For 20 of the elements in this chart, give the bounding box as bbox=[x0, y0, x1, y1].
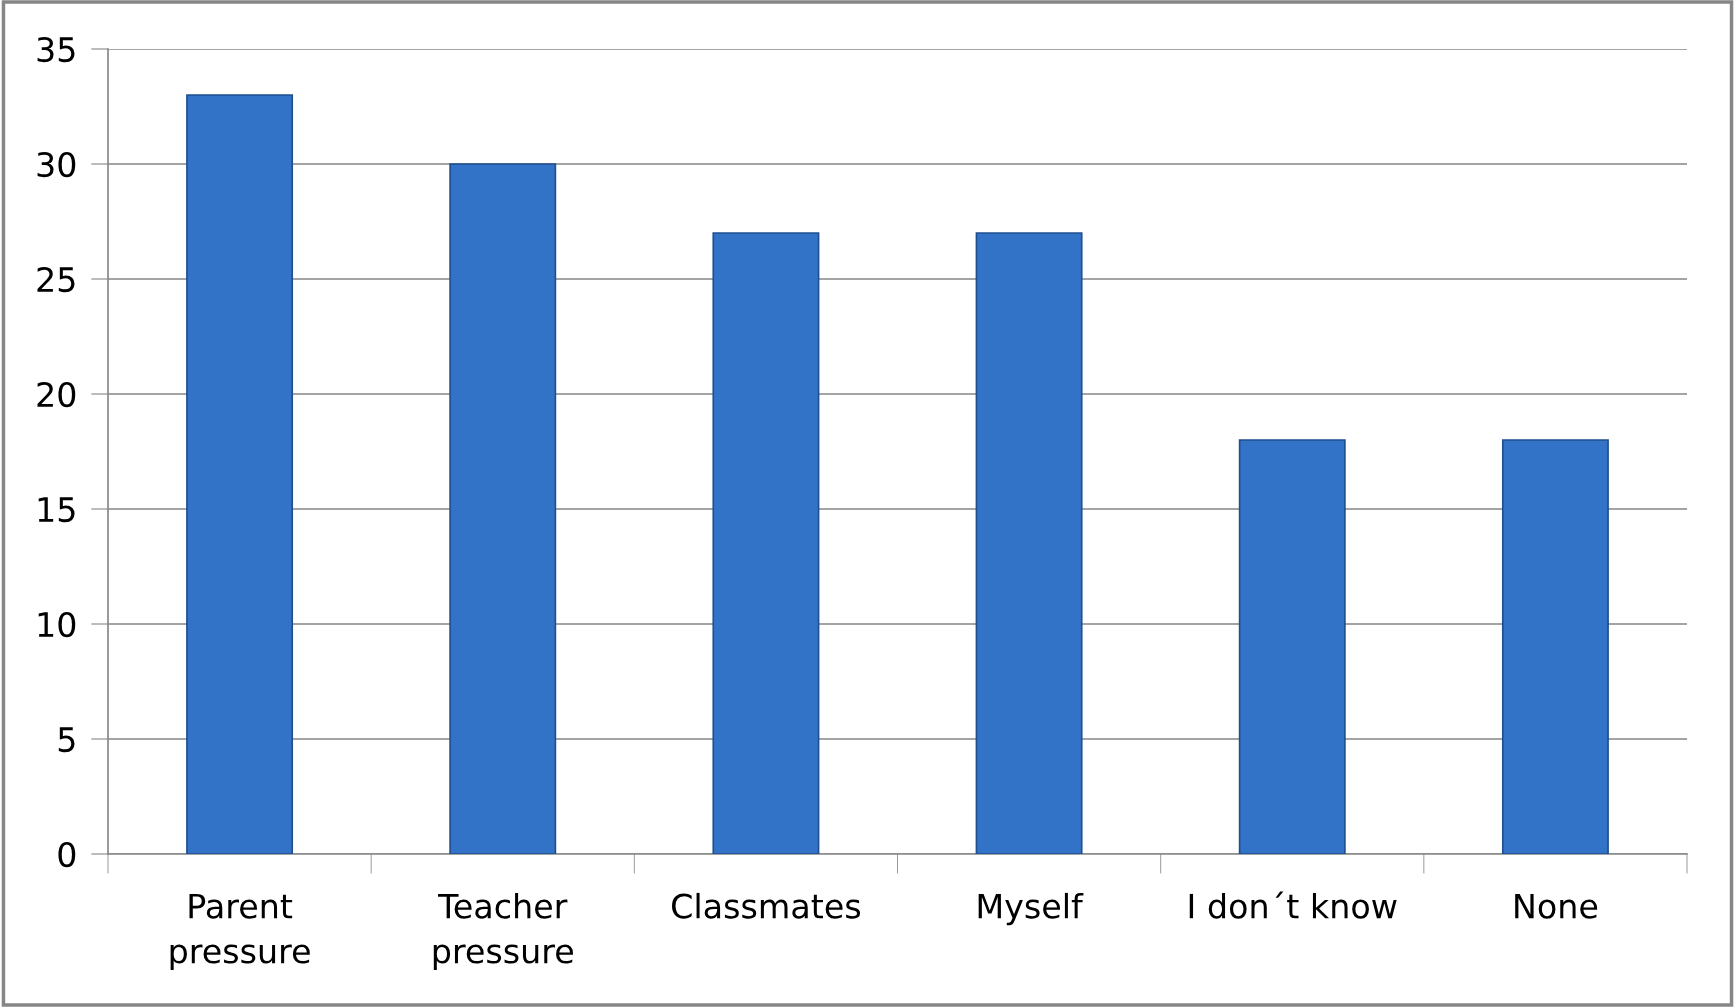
y-tick-label: 30 bbox=[37, 151, 76, 178]
bar bbox=[449, 163, 557, 854]
y-tick-label: 0 bbox=[58, 841, 76, 868]
bar bbox=[975, 232, 1083, 854]
x-tick-label: Parent pressure bbox=[170, 893, 310, 971]
y-tick-label: 25 bbox=[37, 266, 75, 293]
y-tick-label: 35 bbox=[37, 36, 75, 63]
y-tick-label: 10 bbox=[38, 611, 76, 638]
y-tick-label: 15 bbox=[38, 497, 75, 523]
bar bbox=[712, 232, 820, 854]
x-tick-label: I don´t know bbox=[1189, 891, 1397, 919]
x-tick-label: None bbox=[1515, 893, 1598, 919]
x-tick-label: Myself bbox=[978, 892, 1084, 926]
x-tick-label: Classmates bbox=[672, 892, 861, 919]
x-tick-label: Teacher pressure bbox=[433, 892, 573, 971]
bar bbox=[1501, 439, 1609, 854]
bar bbox=[1238, 439, 1346, 854]
y-tick-label: 20 bbox=[37, 381, 76, 408]
y-tick-label: 5 bbox=[58, 727, 75, 753]
bar bbox=[186, 94, 294, 854]
